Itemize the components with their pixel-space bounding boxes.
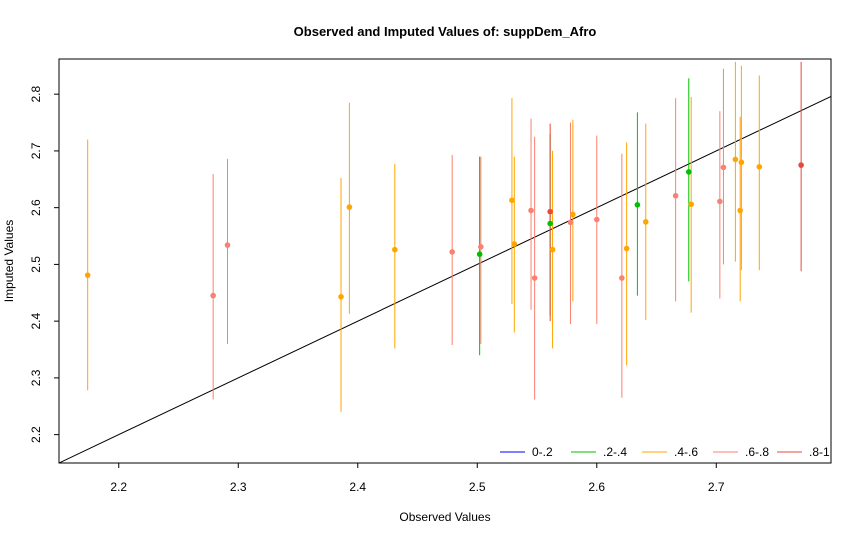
data-point <box>346 204 353 210</box>
data-point <box>672 192 679 199</box>
y-tick-label: 2.8 <box>29 86 43 103</box>
data-point <box>476 251 483 257</box>
axis-layer: 2.2 2.3 2.4 2.5 2.6 2.7 2.2 2.3 2.4 2.5 2.6 2.7 2.8 <box>29 86 725 494</box>
data-point <box>567 219 574 226</box>
data-point <box>511 241 518 247</box>
data-point <box>547 208 553 215</box>
data-point <box>338 293 344 300</box>
data-point <box>623 245 630 252</box>
data-point <box>549 246 556 253</box>
legend-label: .4-.6 <box>674 445 698 459</box>
x-axis-label: Observed Values <box>399 510 490 524</box>
data-point <box>210 292 216 299</box>
data-point <box>224 242 231 248</box>
data-point <box>737 207 743 214</box>
x-tick-label: 2.2 <box>110 480 127 494</box>
data-point <box>720 164 727 171</box>
data-point <box>547 220 553 227</box>
legend-label: .2-.4 <box>603 445 627 459</box>
data-point <box>593 216 600 223</box>
data-point <box>392 246 398 253</box>
data-point <box>478 244 484 250</box>
y-tick-label: 2.4 <box>29 312 43 329</box>
y-tick-label: 2.7 <box>29 142 43 159</box>
data-point <box>84 272 91 278</box>
legend-label: .8-1 <box>809 445 830 459</box>
legend: 0-.2 .2-.4 .4-.6 .6-.8 .8-1 <box>500 445 830 459</box>
x-tick-label: 2.6 <box>588 480 605 494</box>
y-tick-label: 2.5 <box>29 256 43 273</box>
data-point <box>738 159 745 166</box>
data-point <box>732 156 739 163</box>
x-tick-label: 2.5 <box>469 480 486 494</box>
data-point <box>449 249 455 255</box>
data-point <box>688 201 694 208</box>
x-tick-label: 2.4 <box>349 480 366 494</box>
data-point <box>570 211 576 218</box>
chart-title: Observed and Imputed Values of: suppDem_… <box>294 24 597 39</box>
data-point <box>642 219 649 225</box>
data-point <box>798 162 804 168</box>
y-tick-label: 2.3 <box>29 369 43 386</box>
data-point <box>756 164 763 170</box>
data-point <box>619 275 625 281</box>
plot-area <box>58 58 832 464</box>
data-point <box>634 202 641 208</box>
data-point <box>509 197 515 204</box>
reference-line <box>59 95 831 463</box>
data-point <box>717 198 723 205</box>
legend-label: .6-.8 <box>745 445 769 459</box>
legend-label: 0-.2 <box>532 445 553 459</box>
data-point <box>531 275 538 281</box>
plot-layer <box>59 61 831 463</box>
data-point <box>528 207 534 214</box>
y-tick-label: 2.6 <box>29 199 43 216</box>
data-point <box>685 169 692 175</box>
y-axis-label: Imputed Values <box>2 220 16 303</box>
x-tick-label: 2.3 <box>230 480 247 494</box>
x-tick-label: 2.7 <box>708 480 725 494</box>
y-tick-label: 2.2 <box>29 426 43 443</box>
